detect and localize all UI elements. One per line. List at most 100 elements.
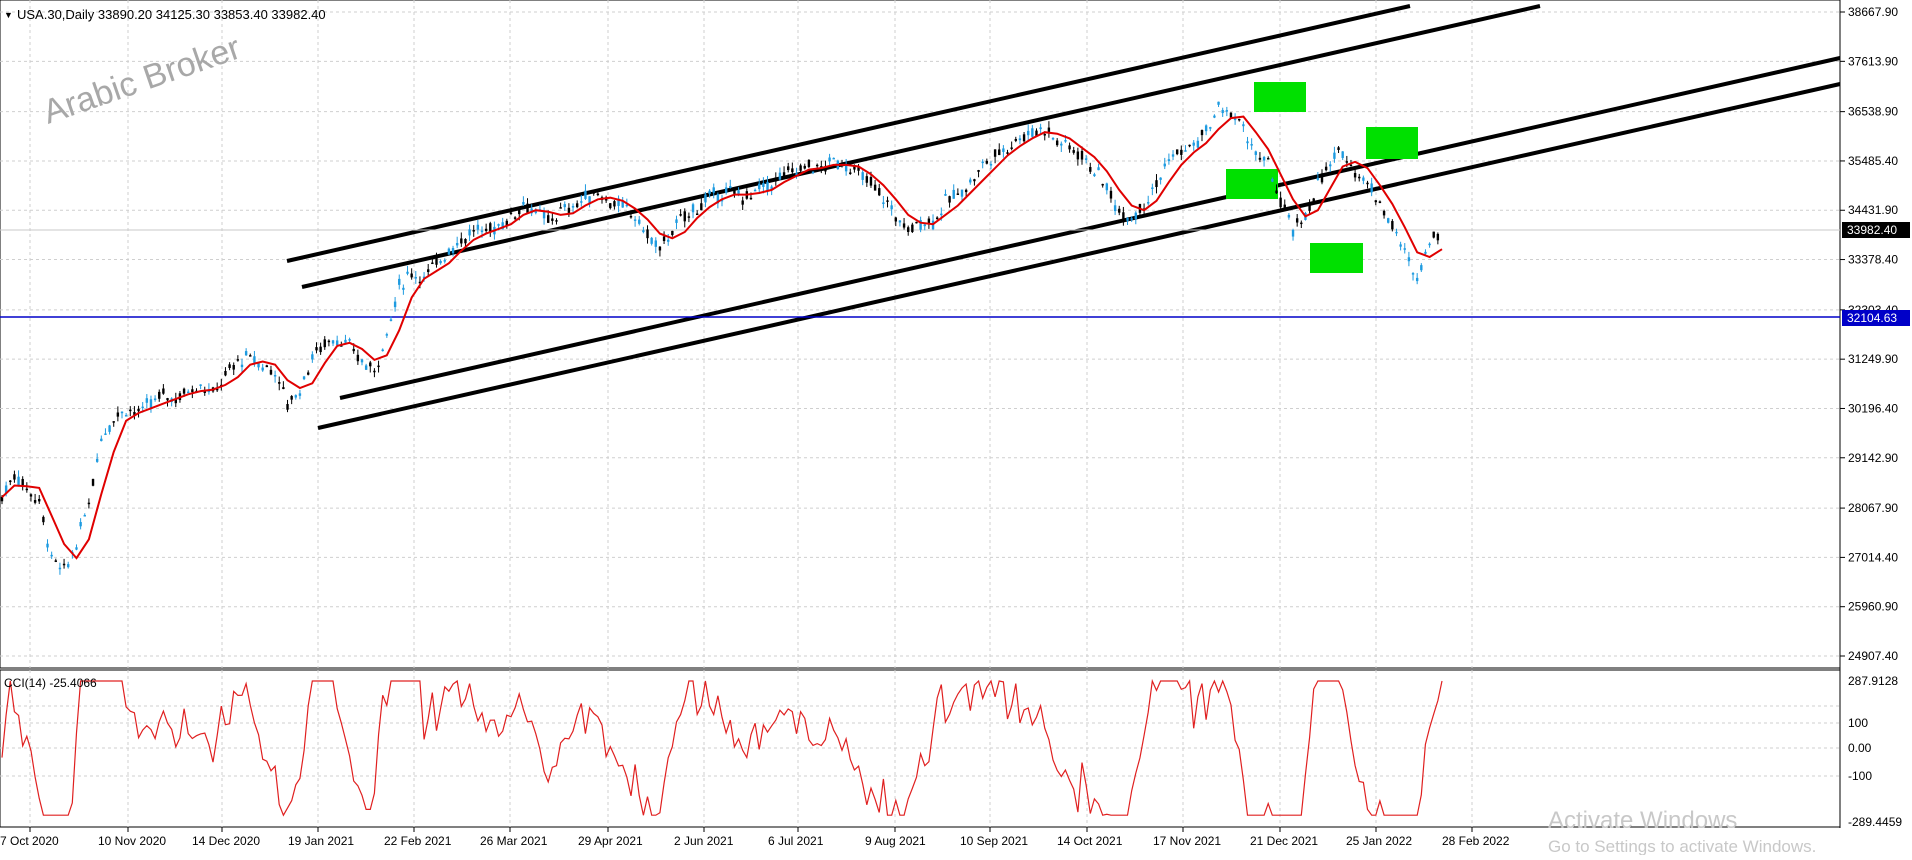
candle-body: [290, 396, 293, 400]
candle-body: [596, 193, 600, 196]
candle-body: [406, 271, 409, 274]
menu-triangle-icon[interactable]: ▼: [4, 10, 13, 20]
marker-box-bottom: [1310, 243, 1363, 273]
candle-body: [729, 186, 732, 188]
date-tick-label: 22 Feb 2021: [384, 834, 452, 848]
lower-channel-upper-line[interactable]: [339, 56, 1841, 400]
date-tick-label: 14 Oct 2021: [1057, 834, 1123, 848]
candle-body: [282, 387, 285, 390]
price-tick-label: 31249.90: [1848, 352, 1898, 366]
candle-body: [42, 516, 45, 523]
candle-body: [1308, 205, 1311, 211]
candle-body: [758, 183, 761, 190]
candle-body: [989, 164, 993, 166]
marker-box-top-right: [1366, 127, 1418, 159]
candle-body: [174, 398, 177, 404]
candle-body: [505, 220, 509, 226]
candle-body: [1147, 202, 1150, 204]
candle-body: [791, 168, 794, 173]
candle-body: [1010, 147, 1013, 149]
candle-body: [54, 560, 57, 562]
date-tick-label: 26 Mar 2021: [480, 834, 548, 848]
candle-body: [273, 375, 277, 377]
cci-tick-label: -100: [1848, 769, 1872, 783]
candle-body: [1035, 130, 1038, 137]
candle-body: [95, 458, 99, 462]
candle-body: [1324, 166, 1328, 171]
candle-body: [244, 351, 248, 356]
cci-tick-label: 0.00: [1848, 741, 1872, 755]
candle-body: [621, 201, 624, 208]
candle-body: [898, 220, 902, 223]
candle-body: [269, 369, 273, 375]
candle-body: [149, 399, 153, 409]
candle-body: [369, 362, 372, 367]
candle-body: [1209, 127, 1212, 129]
candle-body: [948, 196, 951, 203]
candle-body: [58, 567, 62, 570]
candle-body: [0, 496, 4, 502]
candle-body: [919, 220, 922, 230]
candle-body: [741, 200, 744, 205]
candle-body: [489, 223, 492, 232]
candle-body: [4, 485, 8, 494]
candle-body: [38, 498, 41, 502]
lower-channel-lower-line[interactable]: [317, 82, 1841, 430]
moving-average-line: [1, 115, 1443, 560]
candle-body: [737, 190, 740, 194]
candle-body: [1238, 118, 1241, 121]
candle-body: [1159, 177, 1162, 180]
candle-body: [385, 334, 389, 336]
upper-channel-inner-line[interactable]: [301, 4, 1541, 289]
candle-body: [509, 212, 513, 214]
time-axis[interactable]: 7 Oct 2020 10 Nov 2020 14 Dec 2020 19 Jan 2…: [0, 827, 1510, 848]
candle-body: [1118, 208, 1121, 213]
candle-body: [257, 363, 260, 368]
candle-body: [799, 165, 802, 171]
candle-body: [298, 393, 302, 396]
candle-body: [460, 238, 463, 244]
candle-body: [981, 161, 984, 164]
candle-body: [650, 237, 653, 244]
candle-body: [671, 230, 674, 236]
candle-body: [911, 224, 914, 233]
candle-body: [588, 196, 591, 205]
candle-body: [857, 167, 860, 171]
candle-body: [882, 202, 885, 204]
candle-body: [559, 207, 562, 209]
candle-body: [1353, 172, 1357, 178]
candle-body: [993, 149, 997, 157]
candle-body: [1399, 244, 1402, 247]
candle-body: [108, 425, 111, 432]
candle-body: [1068, 145, 1071, 150]
candle-body: [712, 187, 715, 193]
candle-body: [878, 188, 881, 196]
marker-box-mid-left: [1226, 169, 1278, 199]
channel-trend-lines[interactable]: [286, 4, 1841, 430]
price-tick-label: 34431.90: [1848, 203, 1898, 217]
candle-body: [629, 215, 633, 218]
candle-body: [695, 213, 699, 216]
candle-body: [886, 200, 889, 202]
candle-body: [555, 220, 558, 222]
cci-axis: 287.9128 100 0.00 -100 -289.4459: [1848, 674, 1902, 829]
candle-body: [249, 355, 252, 357]
upper-channel-line[interactable]: [286, 4, 1411, 263]
candle-body: [215, 388, 219, 391]
candle-body: [547, 215, 550, 223]
candle-body: [907, 227, 910, 232]
candle-body: [716, 194, 720, 204]
candle-body: [344, 339, 347, 343]
candle-body: [46, 543, 49, 548]
candle-body: [1155, 180, 1158, 188]
candle-body: [315, 347, 318, 351]
candle-body: [542, 211, 546, 219]
candle-body: [1196, 140, 1200, 148]
price-axis[interactable]: 38667.90 37613.90 36538.90 35485.40 34431.90…: [1840, 5, 1898, 663]
date-tick-label: 2 Jun 2021: [674, 834, 734, 848]
date-tick-label: 10 Sep 2021: [960, 834, 1028, 848]
candle-body: [956, 193, 960, 195]
candle-body: [389, 319, 393, 321]
price-tick-label: 35485.40: [1848, 154, 1898, 168]
